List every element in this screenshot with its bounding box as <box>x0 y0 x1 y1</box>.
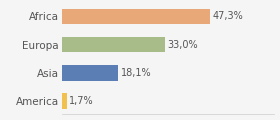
Text: 33,0%: 33,0% <box>167 40 198 50</box>
Bar <box>62 37 165 52</box>
Bar <box>62 93 67 109</box>
Text: 47,3%: 47,3% <box>212 11 243 21</box>
Bar <box>62 65 118 81</box>
Text: 1,7%: 1,7% <box>69 96 94 106</box>
Text: 18,1%: 18,1% <box>121 68 151 78</box>
Bar <box>62 9 210 24</box>
